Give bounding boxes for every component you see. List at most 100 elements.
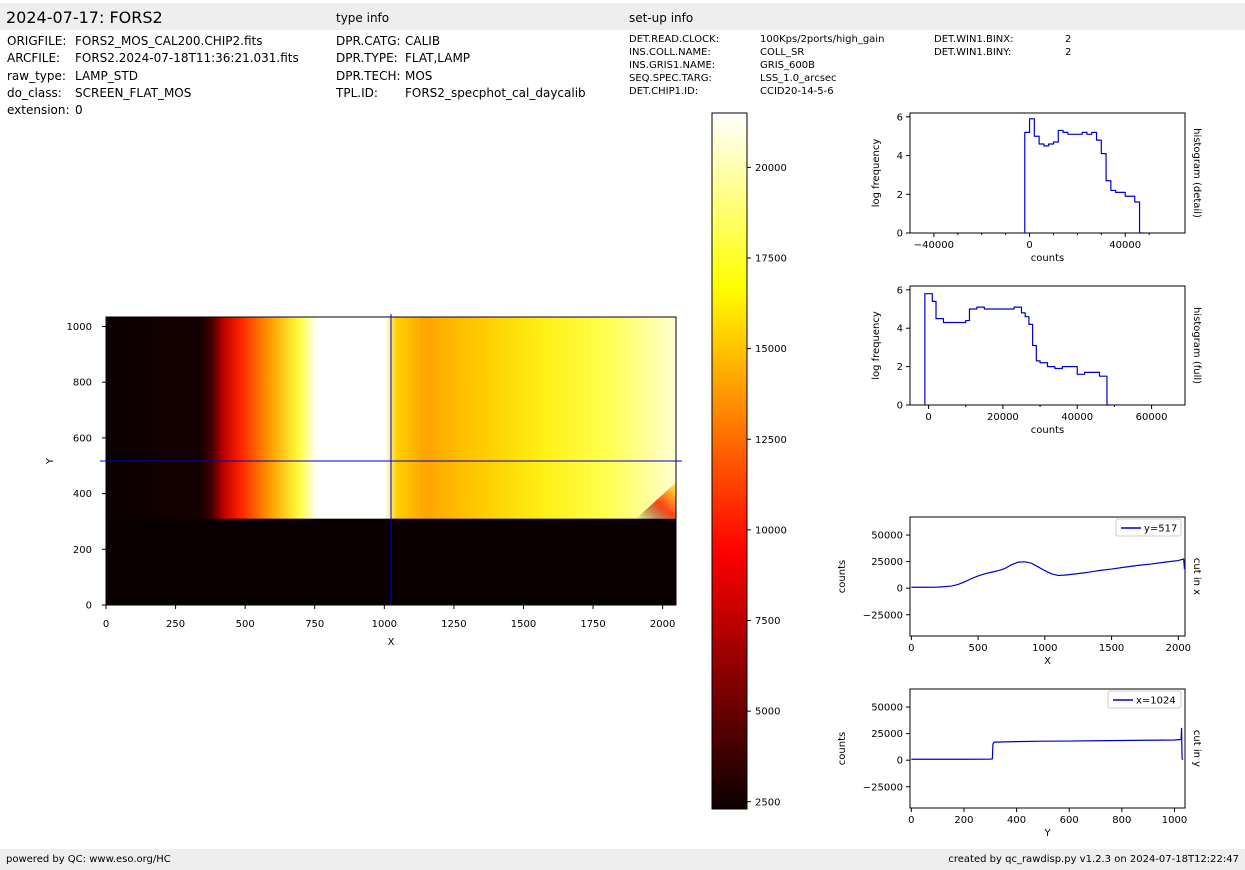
image-corner-glow xyxy=(636,482,676,519)
histogram-line xyxy=(1024,118,1145,234)
file-info-key: ORIGFILE: xyxy=(7,34,67,48)
series-line xyxy=(911,727,1184,760)
y-tick-label: 25000 xyxy=(871,557,903,568)
y-tick-label: 2 xyxy=(897,362,903,373)
footer-right: created by qc_rawdisp.py v1.2.3 on 2024-… xyxy=(948,854,1239,865)
x-tick-label: 60000 xyxy=(1136,412,1168,423)
x-tick-label: 750 xyxy=(305,619,324,630)
plot-frame xyxy=(909,112,1186,234)
colorbar-tick-label: 12500 xyxy=(755,435,787,446)
y-tick-label: 0 xyxy=(897,584,903,595)
legend-box xyxy=(1115,518,1182,537)
x-tick-label: 500 xyxy=(969,643,988,654)
y-axis-label: log frequency xyxy=(871,139,882,208)
x-tick-label: 200 xyxy=(954,815,973,826)
x-axis-label: Y xyxy=(1043,828,1051,839)
x-tick-label: 0 xyxy=(908,643,914,654)
y-tick-label: 0 xyxy=(897,229,903,240)
colorbar-tick-label: 20000 xyxy=(755,163,787,174)
x-tick-label: 600 xyxy=(1060,815,1079,826)
setup-info-value: LSS_1.0_arcsec xyxy=(760,73,837,84)
x-tick-label: 40000 xyxy=(1061,412,1093,423)
y-axis-label: counts xyxy=(837,560,848,593)
y-tick-label: 0 xyxy=(86,601,92,612)
type-info-key: TPL.ID: xyxy=(336,86,378,100)
type-info-key: DPR.TYPE: xyxy=(336,51,398,65)
setup-info-value: 100Kps/2ports/high_gain xyxy=(760,34,885,45)
y-tick-label: 200 xyxy=(73,545,92,556)
y-tick-label: 6 xyxy=(897,285,903,296)
panel-title: cut in x xyxy=(1191,558,1202,595)
x-tick-label: 2000 xyxy=(1166,643,1191,654)
setup-info-key: INS.GRIS1.NAME: xyxy=(629,60,716,71)
colorbar-tick-label: 5000 xyxy=(755,707,780,718)
x-tick-label: 1500 xyxy=(511,619,536,630)
setup-info-key: SEQ.SPEC.TARG: xyxy=(629,73,712,84)
type-info-value: FLAT,LAMP xyxy=(405,51,471,65)
type-info-key: DPR.CATG: xyxy=(336,34,401,48)
plot-frame xyxy=(909,516,1186,637)
file-info-value: FORS2_MOS_CAL200.CHIP2.fits xyxy=(75,34,263,48)
x-axis-label: counts xyxy=(1031,425,1064,436)
y-axis-label: Y xyxy=(45,457,56,465)
x-tick-label: −40000 xyxy=(914,240,954,251)
y-tick-label: −25000 xyxy=(863,610,903,621)
x-tick-label: 1000 xyxy=(1032,643,1057,654)
y-tick-label: 4 xyxy=(897,324,903,335)
legend-label: y=517 xyxy=(1144,524,1177,535)
y-tick-label: 400 xyxy=(73,489,92,500)
y-tick-label: 600 xyxy=(73,433,92,444)
setup-info-key: DET.WIN1.BINY: xyxy=(934,47,1012,58)
setup-info-value: COLL_SR xyxy=(760,47,805,58)
type-info-key: DPR.TECH: xyxy=(336,69,401,83)
file-info-value: LAMP_STD xyxy=(75,69,138,83)
y-tick-label: 0 xyxy=(897,401,903,412)
setup-info-title: set-up info xyxy=(629,11,694,25)
x-tick-label: 0 xyxy=(908,815,914,826)
x-tick-label: 1000 xyxy=(1162,815,1187,826)
y-tick-label: 50000 xyxy=(871,531,903,542)
x-tick-label: 0 xyxy=(103,619,109,630)
colorbar-tick-label: 10000 xyxy=(755,525,787,536)
colorbar-tick-label: 7500 xyxy=(755,616,780,627)
file-info-key: do_class: xyxy=(7,86,62,100)
panel-title: histogram (detail) xyxy=(1191,128,1202,218)
setup-info-value: 2 xyxy=(1065,34,1072,45)
y-tick-label: 50000 xyxy=(871,703,903,714)
header-band xyxy=(0,3,1245,30)
type-info-title: type info xyxy=(336,11,390,25)
file-info-key: raw_type: xyxy=(7,69,66,83)
setup-info-key: INS.COLL.NAME: xyxy=(629,47,711,58)
file-info-value: FORS2.2024-07-18T11:36:21.031.fits xyxy=(75,51,299,65)
page-title: 2024-07-17: FORS2 xyxy=(6,8,163,27)
plot-frame xyxy=(909,688,1186,809)
legend-label: x=1024 xyxy=(1136,696,1176,707)
x-axis-label: counts xyxy=(1031,253,1064,264)
histogram-line xyxy=(924,293,1111,406)
colorbar-tick-label: 17500 xyxy=(755,254,787,265)
y-tick-label: 800 xyxy=(73,378,92,389)
y-tick-label: −25000 xyxy=(863,782,903,793)
panel-title: histogram (full) xyxy=(1191,307,1202,384)
x-tick-label: 1000 xyxy=(372,619,397,630)
x-tick-label: 1750 xyxy=(580,619,605,630)
type-info-value: MOS xyxy=(405,69,433,83)
x-tick-label: 2000 xyxy=(650,619,675,630)
y-axis-label: log frequency xyxy=(871,311,882,380)
colorbar-tick-label: 2500 xyxy=(755,797,780,808)
setup-info-key: DET.READ.CLOCK: xyxy=(629,34,720,45)
file-info-key: extension: xyxy=(7,103,70,117)
series-line xyxy=(911,558,1186,588)
setup-info-key: DET.CHIP1.ID: xyxy=(629,86,699,97)
setup-info-value: GRIS_600B xyxy=(760,60,815,71)
y-tick-label: 25000 xyxy=(871,729,903,740)
y-tick-label: 0 xyxy=(897,756,903,767)
footer-band xyxy=(0,849,1245,870)
setup-info-value: CCID20-14-5-6 xyxy=(760,86,834,97)
footer-left: powered by QC: www.eso.org/HC xyxy=(6,854,171,865)
x-axis-label: X xyxy=(388,637,395,648)
x-tick-label: 1500 xyxy=(1099,643,1124,654)
file-info-value: 0 xyxy=(75,103,83,117)
x-tick-label: 0 xyxy=(1026,240,1032,251)
